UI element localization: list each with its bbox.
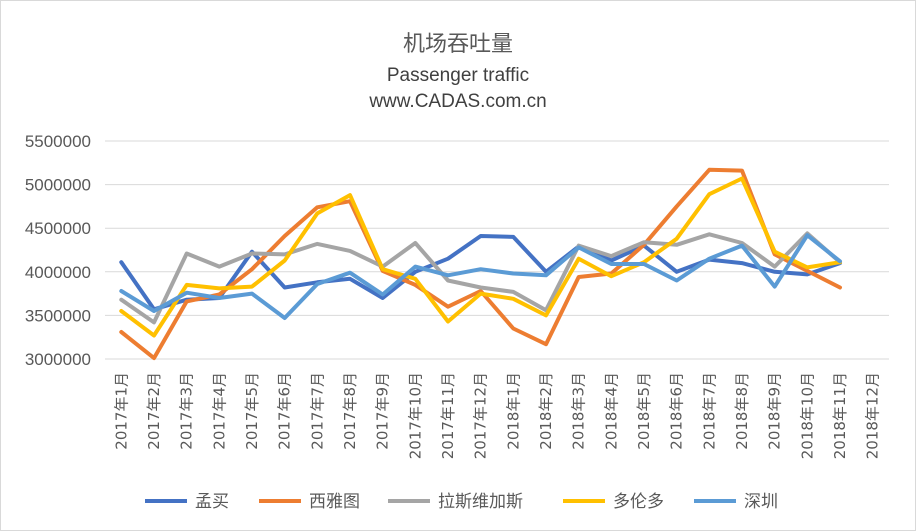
x-tick-label: 2018年2月 — [537, 372, 555, 450]
x-tick-label: 2017年2月 — [145, 372, 163, 450]
x-tick-label: 2018年9月 — [766, 372, 784, 450]
y-tick-label: 5000000 — [25, 176, 91, 195]
series-line-2 — [119, 231, 842, 325]
series-lines — [119, 167, 842, 361]
chart-title: 机场吞吐量 — [403, 32, 513, 57]
x-tick-label: 2018年11月 — [831, 372, 849, 459]
x-tick-label: 2018年3月 — [570, 372, 588, 450]
x-tick-label: 2018年6月 — [668, 372, 686, 450]
x-tick-label: 2018年5月 — [635, 372, 653, 450]
x-tick-label: 2017年6月 — [276, 372, 294, 450]
x-tick-label: 2017年3月 — [178, 372, 196, 450]
series-line-4 — [119, 233, 842, 320]
x-tick-label: 2018年4月 — [602, 372, 620, 450]
x-tick-label: 2018年7月 — [700, 372, 718, 450]
legend-label: 拉斯维加斯 — [438, 492, 523, 512]
x-tick-label: 2017年10月 — [406, 372, 424, 459]
y-tick-label: 4500000 — [25, 219, 91, 238]
legend-label: 深圳 — [744, 492, 778, 512]
chart-subtitle-line-2: www.CADAS.com.cn — [368, 91, 546, 112]
x-tick-label: 2017年7月 — [308, 372, 326, 450]
x-tick-label: 2017年5月 — [243, 372, 261, 450]
x-tick-label: 2017年8月 — [341, 372, 359, 450]
x-tick-label: 2017年11月 — [439, 372, 457, 459]
legend-label: 多伦多 — [613, 492, 664, 512]
y-tick-label: 3500000 — [25, 306, 91, 325]
x-tick-label: 2017年9月 — [374, 372, 392, 450]
series-line-0 — [119, 234, 842, 312]
y-tick-label: 4000000 — [25, 263, 91, 282]
x-tick-label: 2018年8月 — [733, 372, 751, 450]
y-axis: 3000000 3500000 4000000 4500000 5000000 55000… — [25, 132, 91, 369]
x-tick-label: 2017年12月 — [472, 372, 490, 459]
y-tick-label: 3000000 — [25, 350, 91, 369]
x-tick-label: 2017年1月 — [112, 372, 130, 450]
legend-label: 孟买 — [195, 492, 229, 512]
x-tick-label: 2017年4月 — [210, 372, 228, 450]
x-tick-label: 2018年1月 — [504, 372, 522, 450]
x-tick-label: 2018年10月 — [798, 372, 816, 459]
legend-label: 西雅图 — [309, 492, 360, 512]
y-tick-label: 5500000 — [25, 132, 91, 151]
x-tick-label: 2018年12月 — [864, 372, 882, 459]
x-axis: 2017年1月 2017年2月 2017年3月 2017年4月 2017年5月 2017年… — [112, 372, 881, 459]
series-line-3 — [119, 176, 842, 338]
chart-subtitle-line-1: Passenger traffic — [387, 65, 529, 86]
series-line-1 — [119, 167, 842, 361]
legend: 孟买 西雅图 拉斯维加斯 多伦多 深圳 — [145, 492, 778, 512]
